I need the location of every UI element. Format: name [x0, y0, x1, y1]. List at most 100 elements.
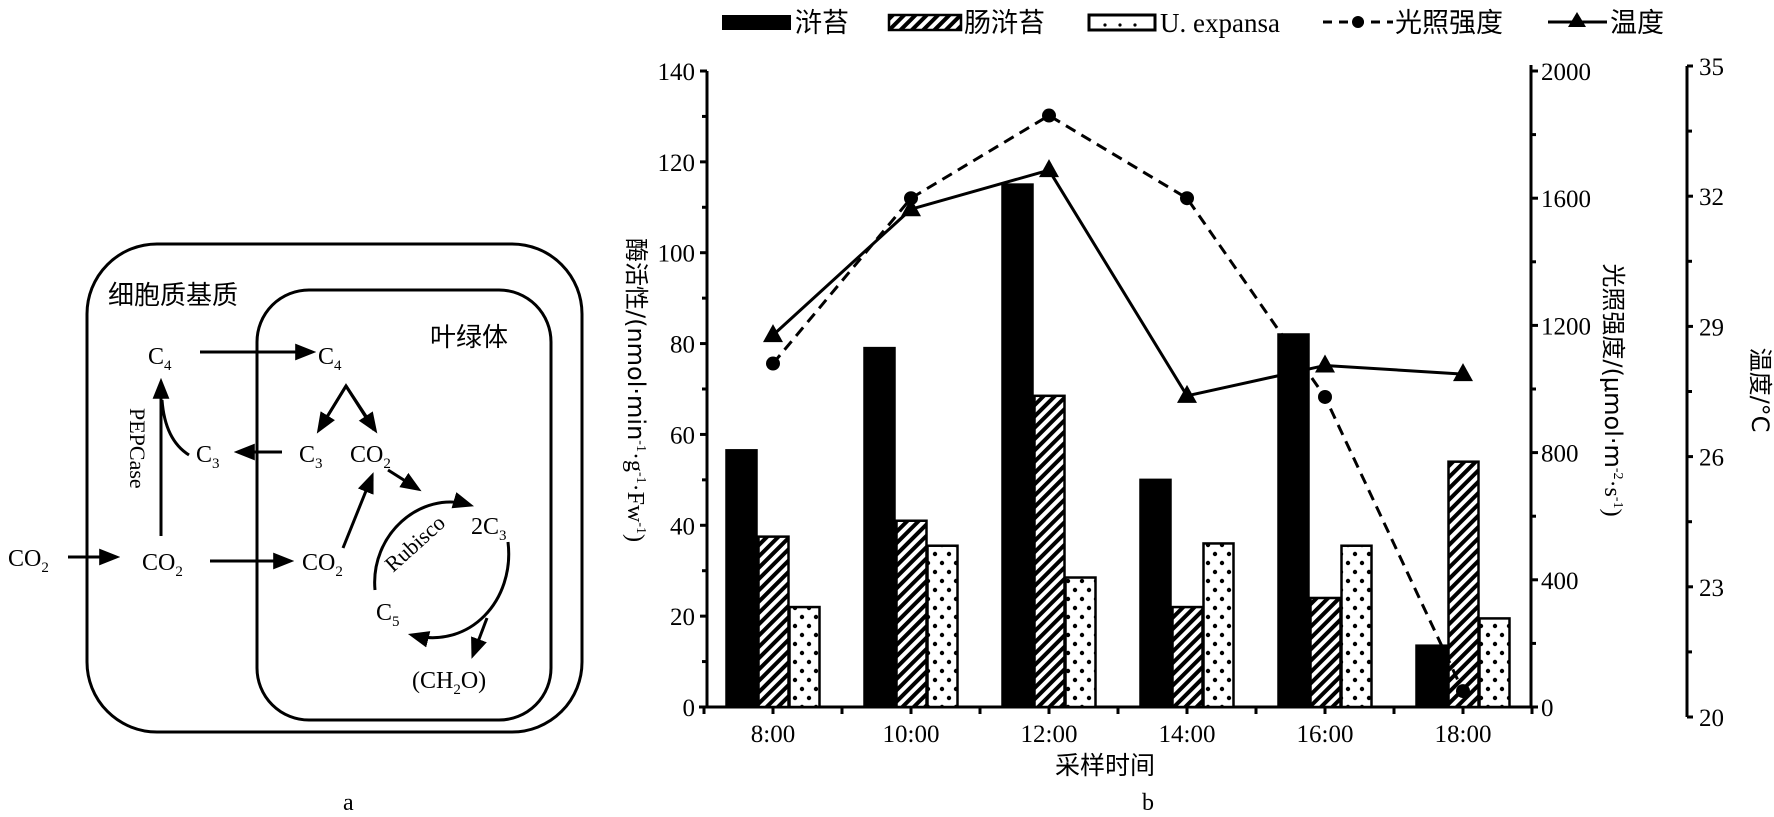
arrow-split-to-co2: [344, 385, 378, 434]
figure-b-label: b: [1142, 790, 1154, 816]
arrow-c3-to-c5: [407, 541, 511, 648]
arrow-to-ch2o: [471, 617, 489, 659]
bar-solid: [725, 449, 758, 709]
chloroplast-label: 叶绿体: [430, 323, 508, 353]
axis-labels: 采样时间 酶活性/(nmol·min-1·g-1·Fw-1) 光照强度/(μmo…: [622, 238, 1774, 816]
y-right-temp-tick-label: 20: [1699, 705, 1724, 732]
light-intensity-point: [1456, 684, 1470, 699]
line-temperature: [771, 168, 1464, 398]
bar-solid: [1277, 333, 1310, 709]
bar-hatched: [1309, 596, 1342, 709]
axes: 0 20 40 60 80 100 120 140 0 400 800 1200 1600 2000 20 2…: [658, 54, 1725, 748]
bar-dotted: [1340, 544, 1373, 709]
y-right-temp-axis-title: 温度/°C: [1746, 348, 1774, 433]
temperature-point: [1039, 159, 1059, 178]
y-right-temp-tick-label: 35: [1699, 54, 1724, 81]
y-right-temp-tick-label: 29: [1699, 314, 1724, 341]
line-series: [763, 108, 1473, 699]
y-left-tick-label: 0: [683, 695, 696, 722]
arrow-split-to-c3: [316, 385, 348, 434]
c4-chloroplast: C4: [318, 344, 342, 374]
bar-dotted: [1478, 617, 1511, 709]
temperature-point: [901, 198, 921, 217]
bar-solid: [863, 346, 896, 709]
rubisco-label: Rubisco: [380, 510, 450, 577]
ch2o: (CH2O): [412, 668, 486, 698]
curve-c3-join: [160, 399, 190, 457]
light-intensity-point: [1042, 108, 1056, 123]
line-light-intensity: [771, 113, 1465, 692]
two-c3: 2C3: [471, 514, 507, 544]
x-tick-label: 18:00: [1435, 721, 1492, 748]
arrow-co2-to-rubisco: [387, 468, 422, 492]
x-tick-label: 8:00: [751, 721, 795, 748]
c3-cytoplasm: C3: [196, 442, 220, 472]
y-right-light-tick-label: 2000: [1541, 59, 1591, 86]
y-left-tick-label: 100: [658, 241, 696, 268]
y-left-axis-title: 酶活性/(nmol·min-1·g-1·Fw-1): [622, 238, 650, 542]
x-axis-title: 采样时间: [1055, 751, 1155, 780]
bar-dotted: [926, 544, 959, 709]
temperature-point: [1453, 363, 1473, 382]
chloroplast-boundary: [255, 288, 553, 722]
legend-label: U. expansa: [1160, 8, 1280, 38]
pepcase-label: PEPCase: [125, 408, 150, 489]
cytoplasm-boundary: [85, 242, 584, 734]
legend-label: 光照强度: [1395, 8, 1503, 39]
temperature-point: [1177, 384, 1197, 403]
bar-solid: [1139, 478, 1172, 709]
temperature-point: [1315, 354, 1335, 373]
x-tick-label: 16:00: [1297, 721, 1354, 748]
bar-series: [725, 183, 1511, 709]
c4-cytoplasm: C4: [148, 344, 172, 374]
light-intensity-point: [766, 356, 780, 371]
bar-hatched: [1171, 605, 1204, 709]
y-right-light-tick-label: 0: [1541, 695, 1554, 722]
arrow-rubisco-fixation: [373, 492, 475, 591]
c5: C5: [376, 600, 400, 630]
co2-chloroplast: CO2: [302, 550, 343, 580]
legend-swatch-dot: [1118, 23, 1122, 27]
legend-label: 浒苔: [795, 8, 849, 39]
bar-hatched: [757, 535, 790, 709]
y-right-temp-tick-label: 32: [1699, 184, 1724, 211]
x-tick-label: 14:00: [1159, 721, 1216, 748]
y-left-tick-label: 20: [670, 604, 695, 631]
arrow-co2-upward: [341, 472, 374, 549]
bar-solid: [1415, 644, 1448, 709]
legend-swatch-solid: [722, 15, 791, 30]
x-tick-label: 10:00: [883, 721, 940, 748]
y-left-tick-label: 40: [670, 513, 695, 540]
legend-swatch-dot: [1103, 23, 1107, 27]
co2-cytoplasm: CO2: [142, 550, 183, 580]
temperature-point: [763, 324, 783, 343]
y-right-light-tick-label: 1600: [1541, 186, 1591, 213]
y-right-temp-tick-label: 23: [1699, 575, 1724, 602]
legend-swatch-triangle-marker: [1568, 12, 1586, 27]
bar-hatched: [1447, 460, 1480, 709]
co2-released: CO2: [350, 442, 391, 472]
x-tick-label: 12:00: [1021, 721, 1078, 748]
light-intensity-point: [1180, 191, 1194, 206]
legend-label: 温度: [1610, 8, 1664, 39]
y-right-light-tick-label: 1200: [1541, 313, 1591, 340]
y-right-temp-tick-label: 26: [1699, 445, 1724, 472]
y-right-light-tick-label: 800: [1541, 441, 1579, 468]
legend-label: 肠浒苔: [964, 8, 1045, 39]
co2-outside: CO2: [8, 546, 49, 576]
legend-swatch-circle-marker: [1352, 16, 1364, 28]
light-intensity-point: [904, 191, 918, 206]
y-left-tick-label: 140: [658, 59, 696, 86]
y-right-light-tick-label: 400: [1541, 568, 1579, 595]
y-right-light-axis-title: 光照强度/(μmol·m-2·s-1): [1599, 263, 1627, 516]
figure-a-label: a: [343, 790, 354, 816]
c4-pathway-diagram: 细胞质基质 叶绿体 C4 C4 C3 C3 CO2 CO2 CO2 CO2 2C…: [8, 242, 584, 816]
legend: 浒苔 肠浒苔 U. expansa 光照强度 温度: [722, 8, 1664, 39]
enzyme-activity-chart: 0 20 40 60 80 100 120 140 0 400 800 1200 1600 2000 20 2…: [622, 8, 1774, 816]
bar-dotted: [1202, 542, 1235, 709]
arrow-c4-split: [317, 383, 376, 431]
bar-hatched: [1033, 394, 1066, 709]
legend-swatch-dotted: [1087, 13, 1157, 32]
bar-solid: [1001, 183, 1034, 709]
